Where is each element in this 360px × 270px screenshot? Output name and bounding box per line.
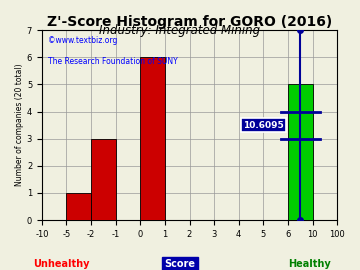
Text: 10.6095: 10.6095 — [243, 121, 284, 130]
Text: Industry: Integrated Mining: Industry: Integrated Mining — [99, 24, 261, 37]
Bar — [288, 85, 312, 220]
Text: The Research Foundation of SUNY: The Research Foundation of SUNY — [48, 57, 177, 66]
Text: Healthy: Healthy — [288, 259, 331, 269]
Bar — [67, 193, 91, 220]
Title: Z'-Score Histogram for GORO (2016): Z'-Score Histogram for GORO (2016) — [47, 15, 332, 29]
Y-axis label: Number of companies (20 total): Number of companies (20 total) — [15, 64, 24, 186]
Text: Score: Score — [165, 259, 195, 269]
Text: Unhealthy: Unhealthy — [33, 259, 89, 269]
Text: ©www.textbiz.org: ©www.textbiz.org — [48, 36, 117, 45]
Bar — [140, 57, 165, 220]
Bar — [91, 139, 116, 220]
